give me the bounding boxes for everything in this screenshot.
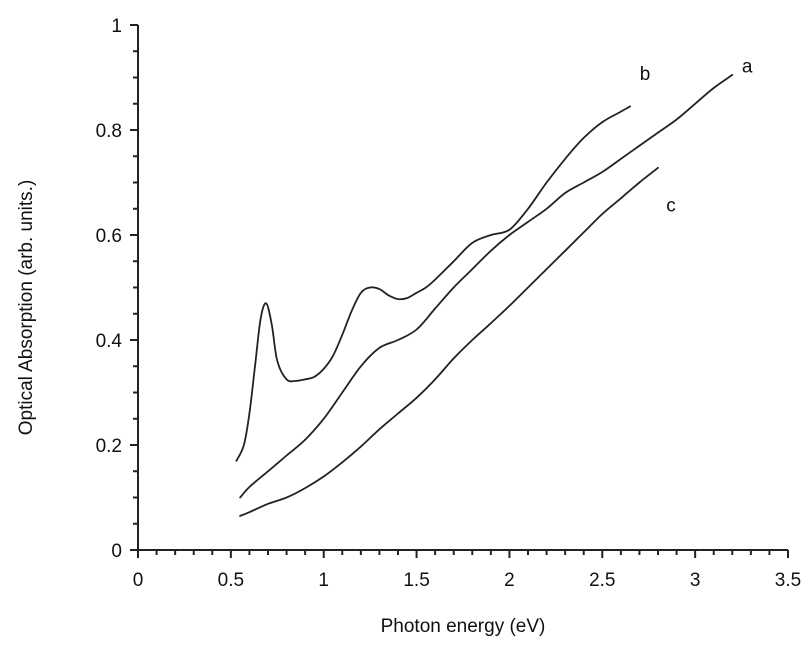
- x-tick-label: 0.5: [218, 570, 244, 591]
- x-minor-ticks: [155, 550, 771, 555]
- y-minor-ticks: [133, 50, 138, 525]
- x-tick-label: 2.5: [589, 570, 615, 591]
- curve-label-c: c: [666, 195, 676, 216]
- curve-label-b: b: [640, 64, 651, 85]
- axes: [137, 25, 788, 551]
- y-axis-title: Optical Absorption (arb. units.): [16, 180, 37, 436]
- y-tick-label: 0.4: [96, 331, 123, 352]
- y-tick-label: 1: [111, 16, 122, 37]
- x-tick-label: 1: [318, 570, 329, 591]
- series-line-b: [235, 105, 631, 462]
- x-tick-label: 3: [690, 570, 701, 591]
- y-tick-label: 0.2: [96, 436, 122, 457]
- x-tick-label: 2: [504, 570, 515, 591]
- x-tick-label: 0: [133, 570, 144, 591]
- x-tick-label: 1.5: [403, 570, 429, 591]
- x-axis-title: Photon energy (eV): [381, 616, 546, 637]
- curves: [235, 74, 734, 517]
- curve-labels: a b c: [640, 56, 753, 216]
- y-tick-label: 0: [111, 541, 122, 562]
- curve-label-a: a: [742, 56, 753, 77]
- x-ticks: 0 0.5 1 1.5 2 2.5 3 3.5: [133, 550, 801, 591]
- series-line-a: [239, 74, 734, 499]
- x-tick-label: 3.5: [775, 570, 801, 591]
- y-tick-label: 0.6: [96, 226, 122, 247]
- y-ticks: 0 0.2 0.4 0.6 0.8 1: [96, 16, 138, 562]
- series-line-c: [239, 166, 659, 517]
- y-tick-label: 0.8: [96, 121, 122, 142]
